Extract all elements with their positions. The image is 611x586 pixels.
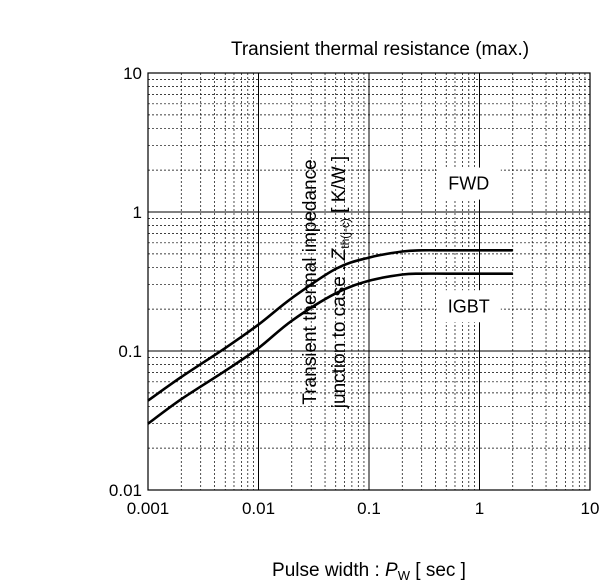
- series-label-bg: [436, 290, 501, 323]
- series-label-bg: [436, 167, 501, 200]
- y-tick-label: 10: [123, 64, 142, 83]
- plot-frame: [147, 72, 591, 491]
- x-tick-label: 1: [475, 499, 484, 518]
- x-tick-label: 0.1: [357, 499, 381, 518]
- y-tick-label: 1: [133, 203, 142, 222]
- x-tick-label: 10: [581, 499, 600, 518]
- x-tick-label: 0.01: [242, 499, 275, 518]
- series-label-igbt: IGBT: [448, 296, 490, 316]
- series-label-fwd: FWD: [448, 174, 489, 194]
- y-axis-label-line2: junction to case : Zth(j-c) [ K/W ]: [329, 156, 352, 409]
- series-line-igbt: [147, 272, 513, 425]
- chart-title: Transient thermal resistance (max.): [231, 39, 529, 60]
- y-tick-label: 0.1: [118, 342, 142, 361]
- x-axis-label: Pulse width : PW [ sec ]: [272, 560, 466, 583]
- y-axis-label-line1: Transient thermal impedance: [300, 159, 321, 404]
- x-tick-label: 0.001: [127, 499, 170, 518]
- y-axis-label: Transient thermal impedance junction to …: [300, 156, 352, 409]
- series-line-fwd: [147, 248, 513, 402]
- series-labels: FWD IGBT: [436, 167, 501, 323]
- series-group: [147, 248, 513, 425]
- y-tick-label: 0.01: [109, 481, 142, 500]
